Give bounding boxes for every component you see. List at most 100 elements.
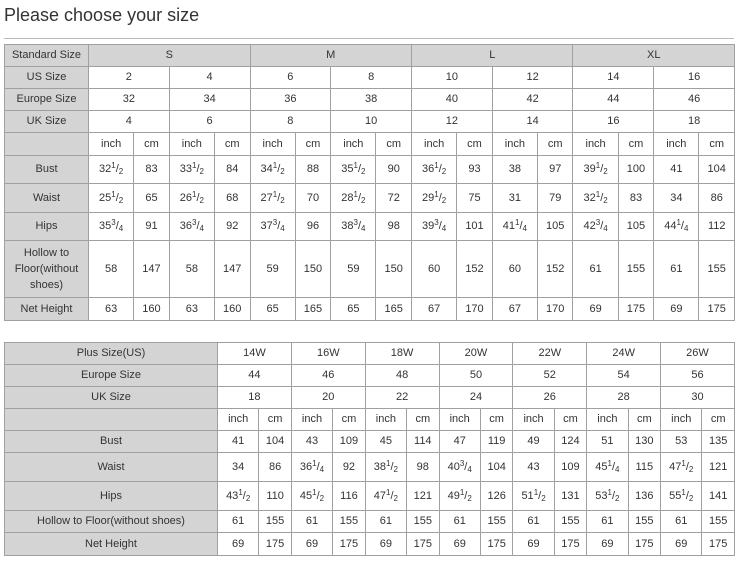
measure-value: 351/2 (330, 155, 377, 184)
measure-value: 43 (512, 452, 555, 482)
measure-label: Hips (4, 481, 218, 511)
europe-size-cell: 34 (168, 88, 251, 111)
uk-size-cell: 22 (364, 386, 440, 409)
unit-cm: cm (617, 132, 655, 156)
unit-inch: inch (249, 132, 296, 156)
unit-inch: inch (653, 132, 700, 156)
measure-value: 175 (627, 532, 662, 556)
unit-inch: inch (87, 132, 135, 156)
uk-size-cell: 10 (330, 110, 413, 133)
unit-inch: inch (411, 132, 458, 156)
uk-size-cell: 6 (168, 110, 251, 133)
measure-value: 68 (213, 183, 251, 213)
europe-size-cell: 44 (217, 364, 292, 387)
europe-size-cell: 48 (364, 364, 440, 387)
measure-value: 471/2 (660, 452, 703, 482)
unit-cm: cm (536, 132, 574, 156)
size-group-header: S (88, 44, 251, 67)
measure-label: Bust (4, 430, 218, 453)
measure-value: 361/4 (290, 452, 334, 482)
unit-inch: inch (512, 408, 555, 431)
table-row: Hips 431/2 110 451/2 116 471/2 121 491/2 126 511/… (4, 481, 735, 511)
measure-label: Hips (4, 212, 89, 241)
measure-value: 90 (375, 155, 413, 184)
measure-value: 441/4 (653, 212, 700, 241)
measure-value: 112 (698, 212, 735, 241)
measure-value: 391/2 (572, 155, 619, 184)
measure-label: Bust (4, 155, 89, 184)
unit-cm: cm (258, 408, 292, 431)
measure-value: 471/2 (364, 481, 408, 511)
measure-value: 38 (491, 155, 538, 184)
measure-value: 119 (479, 430, 514, 453)
measure-value: 47 (438, 430, 481, 453)
measure-value: 105 (536, 212, 574, 241)
measure-value: 170 (456, 297, 493, 321)
measure-value: 150 (294, 240, 332, 298)
measure-value: 152 (456, 240, 493, 298)
plus-size-header: 20W (438, 342, 514, 365)
measure-value: 155 (698, 240, 735, 298)
uk-size-cell: 18 (653, 110, 735, 133)
europe-size-cell: 32 (88, 88, 170, 111)
table-row: Hollow to Floor(without shoes) 58 147 58 147… (4, 240, 735, 298)
measure-value: 451/2 (290, 481, 334, 511)
divider (4, 38, 734, 39)
standard-size-table: Standard Size S M L XL US Size 2 4 6 8 10 12 14 16 Eur… (4, 44, 735, 321)
measure-value: 383/4 (330, 212, 377, 241)
measure-label: Waist (4, 183, 89, 213)
measure-value: 175 (406, 532, 440, 556)
uk-size-label: UK Size (4, 386, 218, 409)
unit-inch: inch (330, 132, 377, 156)
measure-value: 155 (406, 510, 440, 533)
table-row: Europe Size 44 46 48 50 52 54 56 (4, 364, 735, 387)
unit-cm: cm (701, 408, 735, 431)
europe-size-cell: 44 (572, 88, 655, 111)
measure-value: 31 (491, 183, 538, 213)
plus-size-label: Plus Size(US) (4, 342, 218, 365)
europe-size-cell: 46 (653, 88, 735, 111)
measure-value: 104 (258, 430, 292, 453)
measure-value: 69 (653, 297, 700, 321)
measure-value: 69 (438, 532, 481, 556)
table-row: Europe Size 32 34 36 38 40 42 44 46 (4, 88, 735, 111)
measure-value: 109 (553, 452, 588, 482)
unit-cm: cm (294, 132, 332, 156)
unit-label (4, 132, 89, 156)
measure-value: 321/2 (87, 155, 135, 184)
size-group-header: M (249, 44, 413, 67)
measure-value: 53 (660, 430, 703, 453)
unit-cm: cm (553, 408, 588, 431)
measure-value: 69 (660, 532, 703, 556)
uk-size-cell: 28 (586, 386, 662, 409)
measure-value: 155 (617, 240, 655, 298)
europe-size-cell: 38 (330, 88, 413, 111)
measure-value: 61 (572, 240, 619, 298)
measure-value: 155 (258, 510, 292, 533)
measure-value: 34 (653, 183, 700, 213)
measure-value: 61 (364, 510, 408, 533)
unit-inch: inch (586, 408, 629, 431)
unit-inch: inch (572, 132, 619, 156)
measure-value: 65 (133, 183, 170, 213)
measure-value: 69 (290, 532, 334, 556)
measure-value: 175 (698, 297, 735, 321)
measure-value: 65 (330, 297, 377, 321)
measure-value: 86 (698, 183, 735, 213)
measure-value: 155 (701, 510, 735, 533)
measure-value: 109 (332, 430, 366, 453)
measure-value: 271/2 (249, 183, 296, 213)
measure-value: 67 (411, 297, 458, 321)
table-row: Waist 251/2 65 261/2 68 271/2 70 281/2 72 291/2 75… (4, 183, 735, 213)
us-size-cell: 10 (411, 66, 493, 89)
us-size-cell: 14 (572, 66, 655, 89)
uk-size-cell: 8 (249, 110, 332, 133)
table-row: Waist 34 86 361/4 92 381/2 98 403/4 104 43 109 451/… (4, 452, 735, 482)
measure-value: 373/4 (249, 212, 296, 241)
measure-value: 175 (332, 532, 366, 556)
standard-size-label: Standard Size (4, 44, 89, 67)
unit-inch: inch (660, 408, 703, 431)
table-row: Net Height 63 160 63 160 65 165 65 165 67 170 67 170… (4, 297, 735, 321)
measure-value: 411/4 (491, 212, 538, 241)
measure-value: 131 (553, 481, 588, 511)
